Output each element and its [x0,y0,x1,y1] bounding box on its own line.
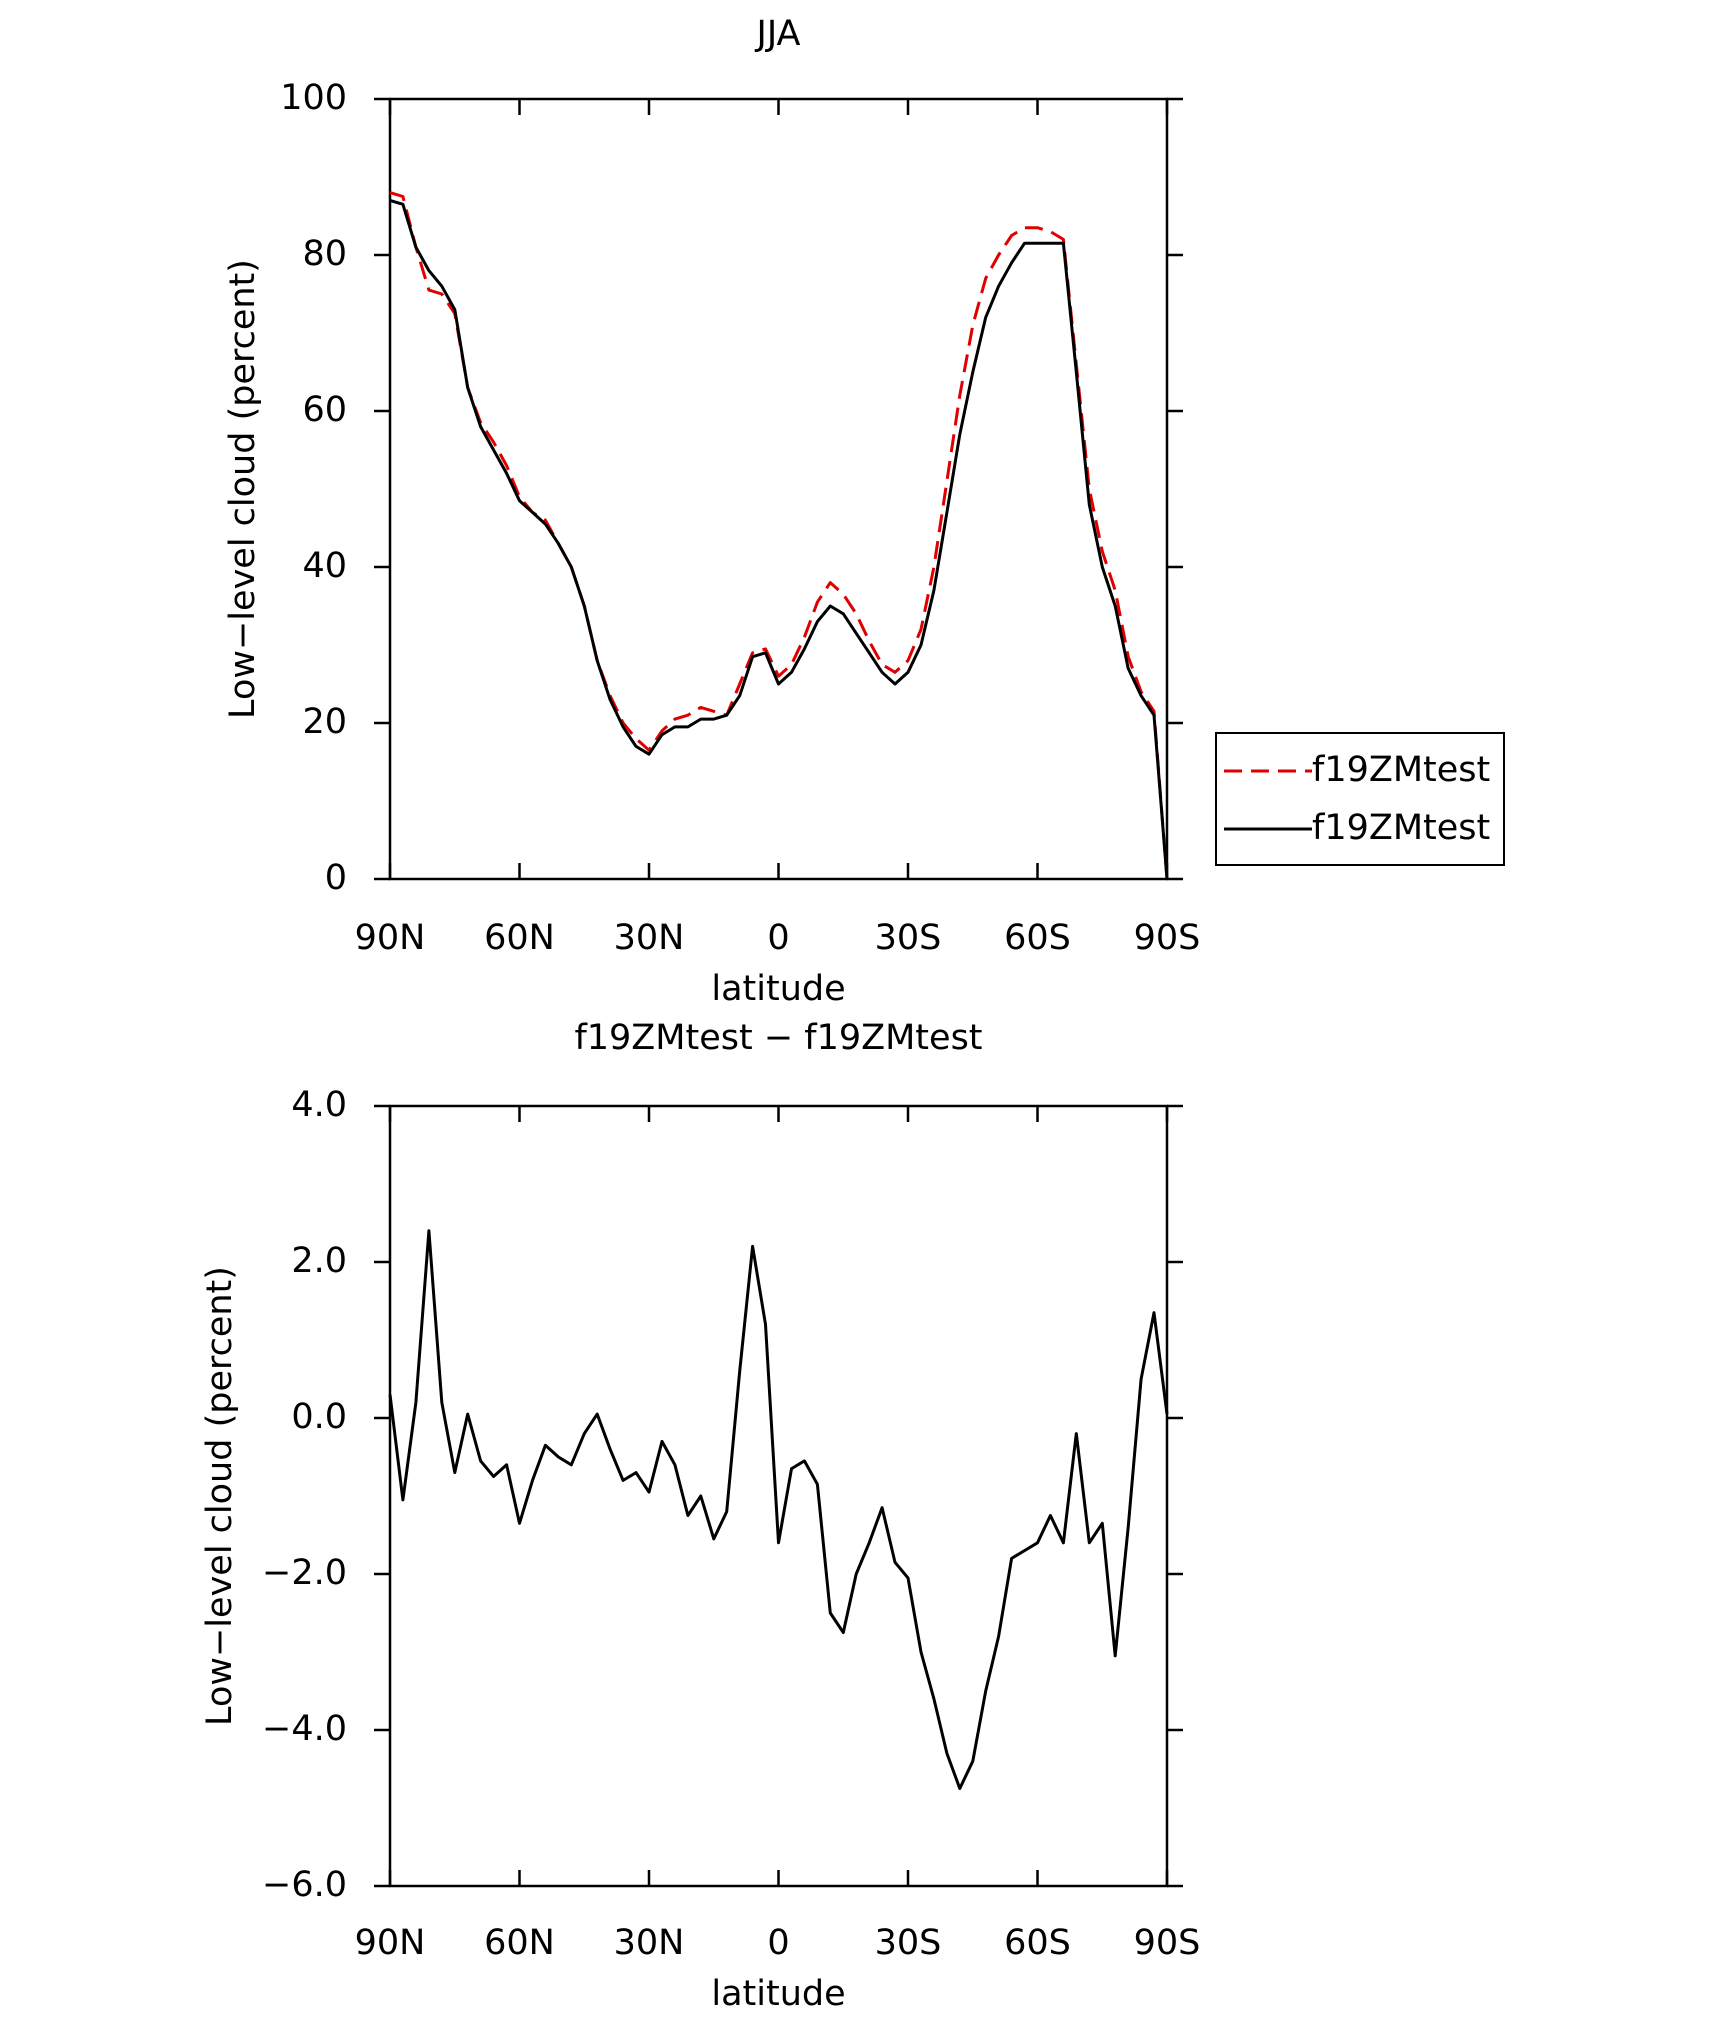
y-tick-label: −4.0 [262,1709,347,1749]
y-tick-label: 20 [302,702,347,742]
y-axis-label: Low−level cloud (percent) [223,259,263,719]
x-tick-label: 90S [1134,918,1201,958]
y-tick-label: 60 [302,390,347,430]
plot-frame [388,1104,1169,1888]
series-line [388,1229,1169,1790]
x-tick-label: 30S [875,1923,942,1963]
x-tick-label: 60S [1004,918,1071,958]
x-tick-label: 90N [355,1923,426,1963]
chart-title: JJA [755,14,801,54]
y-tick-label: 100 [280,78,347,118]
x-axis-label: latitude [711,1974,845,2014]
legend-label: f19ZMtest [1312,808,1490,848]
y-tick-label: 0 [325,858,347,898]
legend-label: f19ZMtest [1312,750,1490,790]
x-tick-label: 30S [875,918,942,958]
y-tick-label: 40 [302,546,347,586]
plot-frame [388,97,1169,881]
x-tick-label: 60N [484,1923,555,1963]
x-tick-label: 60N [484,918,555,958]
y-tick-label: −2.0 [262,1553,347,1593]
x-tick-label: 30N [614,918,685,958]
chart-title: f19ZMtest − f19ZMtest [574,1018,982,1058]
x-axis-label: latitude [711,969,845,1009]
y-tick-label: 4.0 [291,1085,347,1125]
x-tick-label: 30N [614,1923,685,1963]
x-tick-label: 90N [355,918,426,958]
legend-box [1215,732,1505,866]
y-tick-label: 2.0 [291,1241,347,1281]
series-line [389,191,1169,880]
x-tick-label: 0 [767,1923,789,1963]
y-tick-label: −6.0 [262,1865,347,1905]
y-axis-label: Low−level cloud (percent) [200,1266,240,1726]
y-tick-label: 80 [302,234,347,274]
y-tick-label: 0.0 [291,1397,347,1437]
x-tick-label: 60S [1004,1923,1071,1963]
x-tick-label: 90S [1134,1923,1201,1963]
series-line [389,198,1169,880]
x-tick-label: 0 [767,918,789,958]
